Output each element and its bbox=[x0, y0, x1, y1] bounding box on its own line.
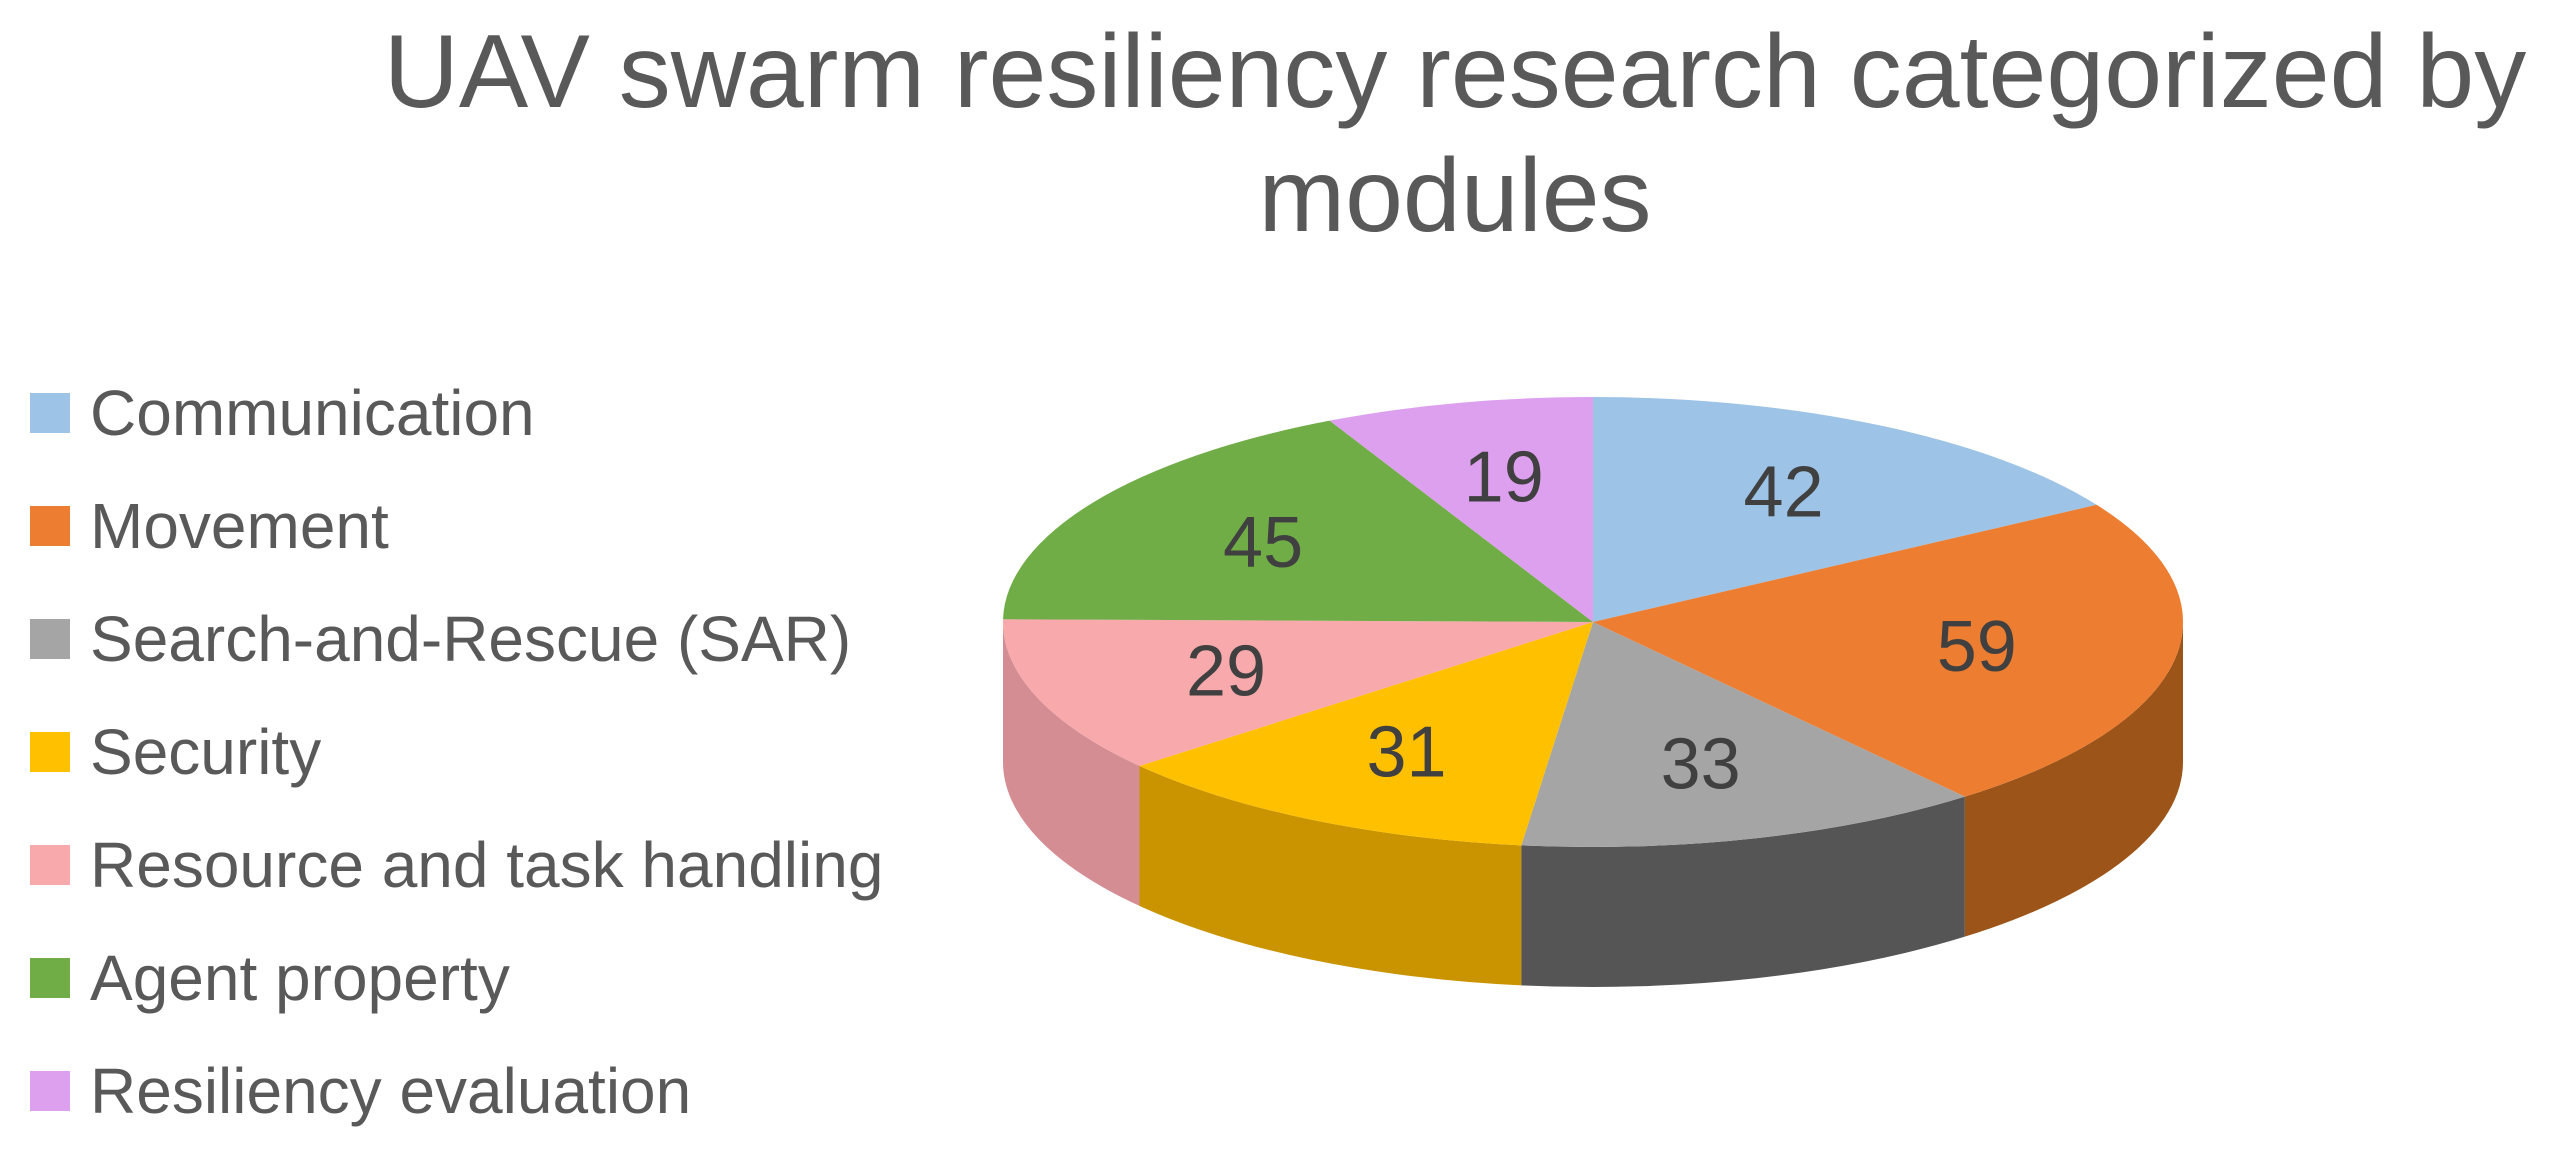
pie-slice-search-and-rescue-sar bbox=[1521, 622, 1965, 847]
legend-label: Movement bbox=[90, 490, 389, 562]
legend-item-security: Security bbox=[30, 714, 970, 790]
pie-side-search-and-rescue-sar bbox=[1521, 796, 1965, 988]
pie-slice-resource-and-task-handling bbox=[1003, 619, 1593, 766]
data-label-resiliency-evaluation: 19 bbox=[1464, 437, 1544, 517]
legend-label: Security bbox=[90, 716, 322, 788]
legend-label: Search-and-Rescue (SAR) bbox=[90, 603, 852, 675]
data-label-resource-and-task-handling: 29 bbox=[1186, 632, 1266, 712]
pie-slice-movement bbox=[1593, 504, 2183, 797]
pie-slice-communication bbox=[1593, 397, 2097, 622]
legend-swatch bbox=[30, 506, 70, 546]
legend-item-search-and-rescue: Search-and-Rescue (SAR) bbox=[30, 601, 970, 677]
pie-side-movement bbox=[1964, 622, 2183, 937]
data-label-agent-property: 45 bbox=[1223, 503, 1303, 583]
legend-swatch bbox=[30, 958, 70, 998]
legend-swatch bbox=[30, 732, 70, 772]
legend-item-resource-and-task-handling: Resource and task handling bbox=[30, 827, 970, 903]
pie-side-security bbox=[1139, 765, 1522, 986]
legend-label: Communication bbox=[90, 377, 535, 449]
data-label-security: 31 bbox=[1367, 712, 1447, 792]
chart-title: UAV swarm resiliency research categorize… bbox=[383, 14, 2527, 254]
pie-slice-agent-property bbox=[1003, 420, 1593, 622]
data-label-communication: 42 bbox=[1744, 453, 1824, 533]
legend-item-resiliency-evaluation: Resiliency evaluation bbox=[30, 1053, 970, 1129]
legend-item-movement: Movement bbox=[30, 488, 970, 564]
legend-item-agent-property: Agent property bbox=[30, 940, 970, 1016]
legend-swatch bbox=[30, 619, 70, 659]
data-label-search-and-rescue-sar: 33 bbox=[1661, 725, 1741, 805]
legend-label: Agent property bbox=[90, 942, 510, 1014]
pie-slice-security bbox=[1139, 622, 1593, 846]
pie-side-resource-and-task-handling bbox=[1003, 622, 1140, 906]
pie-slice-resiliency-evaluation bbox=[1329, 397, 1593, 622]
data-label-movement: 59 bbox=[1937, 607, 2017, 687]
legend-swatch bbox=[30, 1071, 70, 1111]
legend-label: Resource and task handling bbox=[90, 829, 884, 901]
legend-swatch bbox=[30, 845, 70, 885]
legend-item-communication: Communication bbox=[30, 375, 970, 451]
chart-legend: Communication Movement Search-and-Rescue… bbox=[30, 375, 970, 1166]
legend-label: Resiliency evaluation bbox=[90, 1055, 692, 1127]
legend-swatch bbox=[30, 393, 70, 433]
